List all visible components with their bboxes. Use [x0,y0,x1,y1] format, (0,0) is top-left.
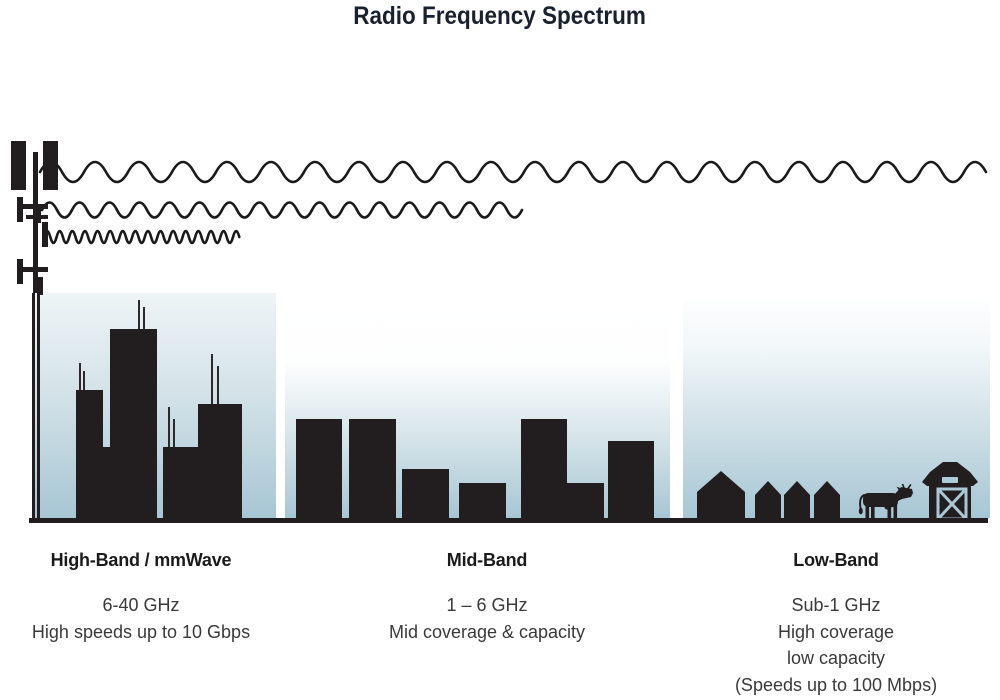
high-band-frequency: 6-40 GHz [102,595,180,615]
rooftop-antenna-icon [79,363,81,390]
rooftop-antenna-icon [83,371,85,390]
building [402,469,449,520]
rooftop-antenna-icon [143,307,145,329]
high-band-description: High speeds up to 10 Gbps [31,621,251,642]
low-band-description: High coverage [777,621,895,642]
building [459,483,506,520]
tower-crossarm [18,267,48,272]
low-band-label: Low-Band Sub-1 GHz High coverage low cap… [676,550,996,698]
low-band-frequency: Sub-1 GHz [791,595,881,615]
low-band-heading: Low-Band [793,550,879,570]
cow-icon [858,484,913,521]
building [567,483,604,520]
tower-mast [33,152,38,293]
high-band-label: High-Band / mmWave 6-40 GHz High speeds … [0,550,301,645]
building [103,447,110,520]
tower-antenna-panel [42,222,48,247]
building [608,441,654,520]
building [349,419,396,520]
house-icon [697,471,745,520]
rooftop-antenna-icon [173,419,175,447]
tower-antenna-panel [17,197,23,222]
tower-mast-leg [37,293,40,519]
high-band-heading: High-Band / mmWave [50,550,232,570]
long-wavelength-wave [38,160,988,184]
building [76,390,103,520]
rooftop-antenna-icon [211,354,213,404]
short-wavelength-wave [42,229,241,245]
ground-line [29,518,988,523]
low-band-description: low capacity [786,648,886,668]
building [163,447,198,520]
mid-band-label: Mid-Band 1 – 6 GHz Mid coverage & capaci… [327,550,647,645]
barn-icon [922,462,978,521]
mid-band-frequency: 1 – 6 GHz [446,595,528,615]
page-title: Radio Frequency Spectrum [353,2,647,30]
mid-band-description: Mid coverage & capacity [388,621,586,642]
building [198,404,242,520]
building [296,419,342,520]
house-icon [784,481,810,520]
tower-bracket [38,277,43,295]
tower-crossarm [18,204,48,209]
rooftop-antenna-icon [138,300,140,329]
mid-wavelength-wave [40,201,524,219]
tower-antenna-panel [17,259,23,284]
rooftop-antenna-icon [168,407,170,447]
mid-band-heading: Mid-Band [446,550,528,570]
tower-mast-leg [32,293,35,519]
building [110,329,157,520]
tower-bracket [37,209,41,223]
tower-antenna-panel [11,141,26,190]
house-icon [755,481,781,520]
tower-antenna-panel [43,141,58,190]
building [521,419,567,520]
rooftop-antenna-icon [217,366,219,404]
house-icon [814,481,840,520]
low-band-description: (Speeds up to 100 Mbps) [734,674,938,695]
